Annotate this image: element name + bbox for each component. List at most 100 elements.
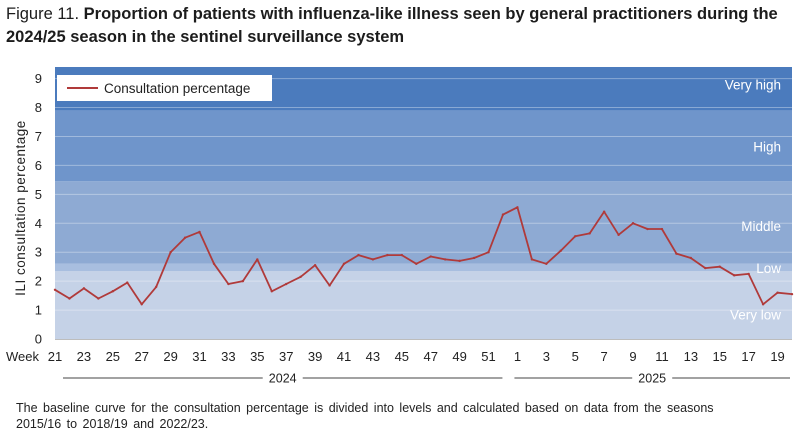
data-point <box>501 213 505 216</box>
x-tick-label: 51 <box>481 349 495 364</box>
figure-title-text: Proportion of patients with influenza-li… <box>6 5 778 46</box>
figure-label: Figure 11. <box>6 5 80 23</box>
data-point <box>472 256 476 260</box>
data-point <box>183 236 187 239</box>
data-point <box>747 272 750 276</box>
y-tick-label-0: 0 <box>35 332 42 347</box>
x-tick-label: 35 <box>250 349 264 364</box>
level-bands: Very low Low Middle High Very high <box>55 67 792 339</box>
y-tick-label-5: 5 <box>35 187 42 202</box>
band-label-low: Low <box>756 261 781 276</box>
data-point <box>400 253 404 257</box>
data-point <box>415 262 418 265</box>
x-tick-label: 37 <box>279 349 293 364</box>
x-tick-label: 17 <box>741 349 755 364</box>
data-point <box>212 262 216 265</box>
y-tick-label-4: 4 <box>35 216 42 231</box>
x-tick-label: 1 <box>514 349 521 364</box>
x-tick-label: 19 <box>770 349 784 364</box>
x-tick-label: 29 <box>163 349 177 364</box>
data-point <box>718 265 721 268</box>
x-tick-label: 33 <box>221 349 235 364</box>
data-point <box>241 279 245 283</box>
y-tick-label-8: 8 <box>35 100 42 115</box>
data-point <box>574 235 577 238</box>
data-point <box>487 250 490 254</box>
x-tick-label: 21 <box>48 349 62 364</box>
legend: Consultation percentage <box>57 75 272 101</box>
data-point <box>704 266 707 270</box>
y-tick-label-6: 6 <box>35 158 42 173</box>
x-tick-label: 49 <box>452 349 466 364</box>
data-point <box>516 206 519 209</box>
band-label-middle: Middle <box>741 219 781 234</box>
x-tick-label: 9 <box>629 349 636 364</box>
band-low <box>55 263 792 271</box>
data-point <box>328 284 331 287</box>
figure-title: Figure 11. Proportion of patients with i… <box>6 3 794 49</box>
band-middle <box>55 181 792 264</box>
y-tick-label-3: 3 <box>35 245 42 260</box>
data-point <box>97 297 100 300</box>
y-gridlines <box>55 78 792 340</box>
legend-label: Consultation percentage <box>104 81 250 96</box>
data-point <box>111 290 115 293</box>
x-tick-label: 11 <box>655 349 669 364</box>
year-label-2024: 2024 <box>269 372 297 386</box>
x-tick-label: 39 <box>308 349 322 364</box>
x-tick-label: 43 <box>366 349 380 364</box>
x-tick-label: 27 <box>134 349 148 364</box>
y-tick-label-2: 2 <box>35 274 42 289</box>
band-label-high: High <box>753 140 781 155</box>
data-point <box>790 292 794 296</box>
x-tick-label: 45 <box>395 349 409 364</box>
data-point <box>675 252 678 255</box>
data-point <box>169 250 172 254</box>
x-tick-label: 47 <box>423 349 437 364</box>
x-tick-label: 13 <box>684 349 698 364</box>
y-tick-label-1: 1 <box>35 303 42 318</box>
data-point <box>140 303 143 306</box>
data-point <box>429 255 432 258</box>
footnote: The baseline curve for the consultation … <box>16 401 714 431</box>
data-point <box>443 258 447 261</box>
data-point <box>732 274 736 277</box>
data-point <box>602 210 606 213</box>
band-very-low <box>55 271 792 339</box>
y-tick-label-7: 7 <box>35 129 42 144</box>
data-point <box>82 287 86 290</box>
data-point <box>154 285 158 289</box>
data-point <box>776 291 779 294</box>
data-point <box>299 275 302 278</box>
data-point <box>371 258 375 261</box>
data-point <box>545 262 548 265</box>
band-high <box>55 110 792 182</box>
data-point <box>631 222 635 225</box>
data-point <box>617 233 620 237</box>
x-tick-label: 3 <box>543 349 550 364</box>
data-point <box>761 303 765 306</box>
x-tick-label: 23 <box>77 349 91 364</box>
band-label-very-low: Very low <box>730 307 781 322</box>
x-tick-label: 7 <box>601 349 608 364</box>
data-point <box>689 256 693 260</box>
data-point <box>386 253 389 257</box>
y-axis-ticks: 0 1 2 3 4 5 6 7 8 9 <box>35 71 42 346</box>
data-point <box>660 227 664 231</box>
data-point <box>126 281 129 284</box>
x-axis-ticks: 21 23 25 27 29 31 33 35 37 39 41 43 45 47 49 51 1 3 5 7 9 11 1… <box>48 349 785 364</box>
data-point <box>256 258 259 261</box>
year-brackets: 2024 2025 <box>63 372 790 386</box>
x-tick-label: 31 <box>192 349 206 364</box>
data-point <box>270 290 273 293</box>
data-point <box>53 288 57 292</box>
data-point <box>588 232 591 235</box>
x-tick-label: 15 <box>713 349 727 364</box>
data-point <box>342 262 346 265</box>
data-point <box>198 230 201 234</box>
data-point <box>285 282 288 286</box>
data-point <box>313 264 317 267</box>
data-point <box>530 258 534 261</box>
data-point <box>68 297 71 300</box>
